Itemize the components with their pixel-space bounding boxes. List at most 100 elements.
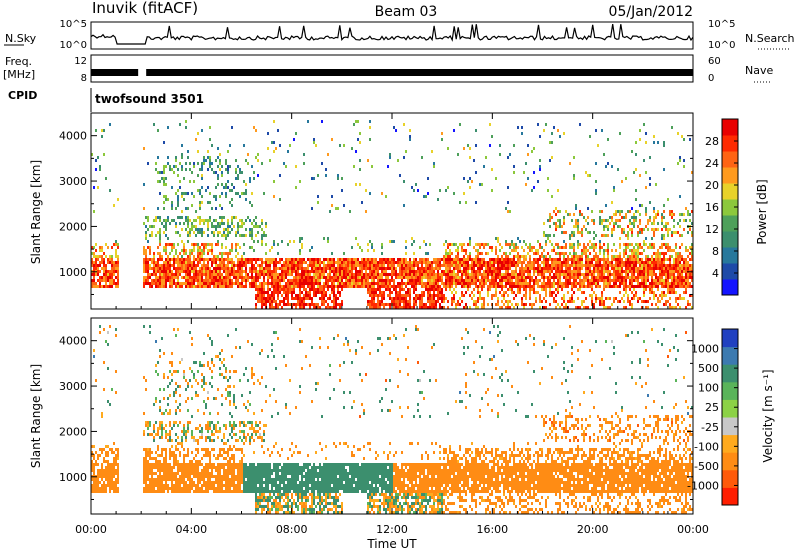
- power-cell: [359, 273, 361, 276]
- power-cell: [593, 231, 595, 234]
- power-cell: [427, 288, 429, 291]
- power-cell: [207, 219, 209, 222]
- power-cell: [271, 276, 273, 279]
- power-cell: [495, 249, 497, 252]
- power-cell: [401, 279, 403, 282]
- power-cell: [601, 276, 603, 279]
- power-cell: [369, 306, 371, 309]
- velocity-cell: [99, 490, 101, 493]
- power-cell: [585, 285, 587, 288]
- power-cell: [171, 204, 173, 207]
- power-cell: [111, 258, 113, 261]
- power-cell: [329, 273, 331, 276]
- power-cell: [599, 252, 601, 255]
- power-cell: [167, 126, 169, 129]
- power-cell: [437, 264, 439, 267]
- power-cell: [645, 264, 647, 267]
- power-cell: [201, 165, 203, 168]
- power-cell: [453, 258, 455, 261]
- power-cell: [169, 165, 171, 168]
- power-cell: [649, 297, 651, 300]
- power-cell: [115, 252, 117, 255]
- power-cell: [509, 306, 511, 309]
- power-cell: [635, 249, 637, 252]
- power-cell: [663, 270, 665, 273]
- power-cell: [329, 270, 331, 273]
- power-cell: [511, 291, 513, 294]
- power-cell: [113, 204, 115, 207]
- power-cell: [559, 210, 561, 213]
- power-cell: [317, 303, 319, 306]
- power-cell: [369, 303, 371, 306]
- power-cell: [145, 231, 147, 234]
- power-cell: [535, 252, 537, 255]
- power-cell: [201, 168, 203, 171]
- power-cell: [189, 231, 191, 234]
- power-cell: [627, 237, 629, 240]
- power-cell: [349, 261, 351, 264]
- power-cell: [621, 258, 623, 261]
- power-cell: [109, 273, 111, 276]
- power-cell: [425, 261, 427, 264]
- power-cell: [203, 273, 205, 276]
- power-cell: [193, 285, 195, 288]
- power-cell: [165, 276, 167, 279]
- power-cell: [179, 273, 181, 276]
- power-cell: [557, 189, 559, 192]
- power-cell: [513, 171, 515, 174]
- power-cell: [413, 189, 415, 192]
- power-cell: [511, 279, 513, 282]
- power-cell: [585, 306, 587, 309]
- power-cell: [635, 168, 637, 171]
- power-cell: [671, 279, 673, 282]
- power-cell: [413, 270, 415, 273]
- power-cell: [675, 270, 677, 273]
- power-cell: [511, 243, 513, 246]
- power-cell: [333, 276, 335, 279]
- power-cell: [289, 261, 291, 264]
- power-cell: [269, 159, 271, 162]
- power-cell: [143, 261, 145, 264]
- power-cell: [465, 282, 467, 285]
- power-cell: [499, 153, 501, 156]
- velocity-cell: [91, 490, 93, 493]
- power-cell: [191, 285, 193, 288]
- power-cell: [213, 225, 215, 228]
- velocity-cell: [97, 481, 99, 484]
- power-cell: [161, 273, 163, 276]
- power-cell: [593, 279, 595, 282]
- power-cell: [595, 246, 597, 249]
- power-cell: [247, 153, 249, 156]
- power-cell: [429, 300, 431, 303]
- power-cell: [563, 255, 565, 258]
- power-cell: [317, 267, 319, 270]
- power-cell: [187, 267, 189, 270]
- power-cell: [561, 261, 563, 264]
- power-cell: [401, 285, 403, 288]
- power-cell: [181, 165, 183, 168]
- power-cell: [309, 294, 311, 297]
- power-cell: [635, 279, 637, 282]
- power-cell: [111, 276, 113, 279]
- power-cell: [219, 231, 221, 234]
- power-cell: [101, 285, 103, 288]
- power-cell: [653, 264, 655, 267]
- power-cell: [453, 294, 455, 297]
- power-cell: [215, 207, 217, 210]
- power-cell: [343, 267, 345, 270]
- velocity-cell: [105, 454, 107, 457]
- power-cell: [569, 279, 571, 282]
- power-cell: [523, 279, 525, 282]
- power-cell: [267, 282, 269, 285]
- power-cell: [239, 264, 241, 267]
- power-cell: [217, 258, 219, 261]
- power-cell: [381, 264, 383, 267]
- power-cell: [641, 300, 643, 303]
- power-cell: [657, 228, 659, 231]
- power-cell: [103, 267, 105, 270]
- power-cell: [563, 252, 565, 255]
- power-cell: [447, 282, 449, 285]
- power-cell: [563, 132, 565, 135]
- power-cell: [229, 225, 231, 228]
- power-cell: [323, 297, 325, 300]
